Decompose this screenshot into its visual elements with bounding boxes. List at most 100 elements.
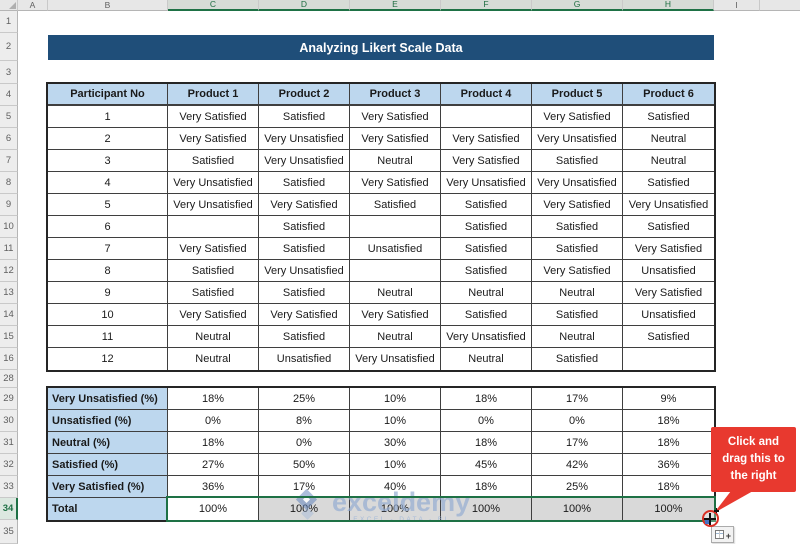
data-table-cell[interactable]: Satisfied <box>623 326 714 348</box>
row-header-30[interactable]: 30 <box>0 410 18 432</box>
data-table-cell[interactable]: Satisfied <box>623 106 714 128</box>
data-table-cell[interactable]: Very Unsatisfied <box>532 172 623 194</box>
row-header-9[interactable]: 9 <box>0 194 18 216</box>
row-header-35[interactable]: 35 <box>0 520 18 544</box>
row-header-10[interactable]: 10 <box>0 216 18 238</box>
summary-value-cell[interactable]: 50% <box>259 454 350 476</box>
data-table-cell[interactable]: 12 <box>48 348 168 370</box>
row-header-32[interactable]: 32 <box>0 454 18 476</box>
plus-cursor-icon[interactable] <box>709 512 711 525</box>
data-table-cell[interactable]: Neutral <box>532 326 623 348</box>
row-header-31[interactable]: 31 <box>0 432 18 454</box>
data-table-cell[interactable]: Satisfied <box>350 194 441 216</box>
data-table-cell[interactable]: Satisfied <box>532 348 623 370</box>
data-table-cell[interactable]: Very Satisfied <box>168 128 259 150</box>
row-header-3[interactable]: 3 <box>0 61 18 84</box>
row-header-33[interactable]: 33 <box>0 476 18 498</box>
data-table-cell[interactable]: 6 <box>48 216 168 238</box>
row-header-7[interactable]: 7 <box>0 150 18 172</box>
data-table-cell[interactable]: Neutral <box>350 282 441 304</box>
data-table-cell[interactable]: Very Satisfied <box>350 304 441 326</box>
data-table-cell[interactable]: Very Satisfied <box>168 238 259 260</box>
data-table-cell[interactable]: Satisfied <box>259 216 350 238</box>
data-table-header-cell[interactable]: Product 3 <box>350 84 441 106</box>
data-table-cell[interactable]: Satisfied <box>441 304 532 326</box>
data-table-cell[interactable]: Very Satisfied <box>532 194 623 216</box>
summary-value-cell[interactable]: 17% <box>532 432 623 454</box>
summary-value-cell[interactable]: 0% <box>168 410 259 432</box>
data-table-cell[interactable]: Satisfied <box>441 194 532 216</box>
data-table-header-cell[interactable]: Product 1 <box>168 84 259 106</box>
data-table-cell[interactable]: Satisfied <box>259 172 350 194</box>
row-header-6[interactable]: 6 <box>0 128 18 150</box>
data-table-cell[interactable]: Very Satisfied <box>441 128 532 150</box>
data-table-cell[interactable]: Very Unsatisfied <box>259 260 350 282</box>
data-table-cell[interactable]: Very Satisfied <box>259 304 350 326</box>
summary-value-cell[interactable]: 10% <box>350 410 441 432</box>
summary-value-cell[interactable]: 0% <box>259 432 350 454</box>
data-table-cell[interactable] <box>168 216 259 238</box>
data-table-cell[interactable]: Satisfied <box>532 304 623 326</box>
summary-label-cell[interactable]: Total <box>48 498 168 520</box>
row-header-11[interactable]: 11 <box>0 238 18 260</box>
column-header-I[interactable]: I <box>714 0 760 11</box>
data-table-cell[interactable]: Very Satisfied <box>623 238 714 260</box>
column-header-B[interactable]: B <box>48 0 168 11</box>
data-table-cell[interactable]: Very Unsatisfied <box>168 194 259 216</box>
data-table-cell[interactable]: Neutral <box>441 282 532 304</box>
summary-value-cell[interactable]: 10% <box>350 454 441 476</box>
row-header-8[interactable]: 8 <box>0 172 18 194</box>
data-table-cell[interactable]: 11 <box>48 326 168 348</box>
summary-label-cell[interactable]: Satisfied (%) <box>48 454 168 476</box>
summary-value-cell[interactable]: 18% <box>623 410 714 432</box>
summary-value-cell[interactable]: 100% <box>168 498 259 520</box>
select-all-corner[interactable] <box>0 0 18 11</box>
row-header-1[interactable]: 1 <box>0 11 18 33</box>
summary-value-cell[interactable]: 18% <box>168 432 259 454</box>
column-header-E[interactable]: E <box>350 0 441 11</box>
summary-value-cell[interactable]: 18% <box>623 432 714 454</box>
row-header-15[interactable]: 15 <box>0 326 18 348</box>
column-header-D[interactable]: D <box>259 0 350 11</box>
data-table-cell[interactable]: Satisfied <box>532 150 623 172</box>
summary-value-cell[interactable]: 10% <box>350 388 441 410</box>
data-table-cell[interactable]: Very Satisfied <box>350 172 441 194</box>
data-table-cell[interactable]: Neutral <box>441 348 532 370</box>
data-table-header-cell[interactable]: Product 6 <box>623 84 714 106</box>
data-table-cell[interactable]: Satisfied <box>168 260 259 282</box>
summary-value-cell[interactable]: 25% <box>532 476 623 498</box>
summary-value-cell[interactable]: 17% <box>259 476 350 498</box>
data-table-cell[interactable]: Satisfied <box>623 216 714 238</box>
data-table-cell[interactable]: Satisfied <box>259 106 350 128</box>
data-table-cell[interactable]: Very Unsatisfied <box>168 172 259 194</box>
data-table-cell[interactable]: Satisfied <box>441 238 532 260</box>
data-table-cell[interactable]: Very Unsatisfied <box>532 128 623 150</box>
data-table-cell[interactable]: Satisfied <box>532 238 623 260</box>
data-table-cell[interactable]: Unsatisfied <box>623 260 714 282</box>
row-header-14[interactable]: 14 <box>0 304 18 326</box>
summary-value-cell[interactable]: 18% <box>441 432 532 454</box>
data-table-cell[interactable]: 9 <box>48 282 168 304</box>
data-table-cell[interactable]: 1 <box>48 106 168 128</box>
data-table-cell[interactable]: Very Unsatisfied <box>350 348 441 370</box>
data-table-cell[interactable]: Satisfied <box>623 172 714 194</box>
summary-value-cell[interactable]: 9% <box>623 388 714 410</box>
data-table-cell[interactable]: 7 <box>48 238 168 260</box>
data-table-cell[interactable]: Satisfied <box>259 282 350 304</box>
data-table-cell[interactable]: Neutral <box>168 326 259 348</box>
data-table-header-cell[interactable]: Product 4 <box>441 84 532 106</box>
summary-value-cell[interactable]: 36% <box>168 476 259 498</box>
data-table-cell[interactable]: Very Satisfied <box>441 150 532 172</box>
data-table-cell[interactable]: Very Satisfied <box>168 106 259 128</box>
data-table-cell[interactable]: 2 <box>48 128 168 150</box>
data-table-cell[interactable]: 3 <box>48 150 168 172</box>
column-header-C[interactable]: C <box>168 0 259 11</box>
data-table-cell[interactable]: Very Unsatisfied <box>259 150 350 172</box>
summary-value-cell[interactable]: 36% <box>623 454 714 476</box>
data-table-cell[interactable]: Very Satisfied <box>623 282 714 304</box>
data-table-cell[interactable]: Very Satisfied <box>350 106 441 128</box>
data-table-cell[interactable]: Satisfied <box>532 216 623 238</box>
row-header-2[interactable]: 2 <box>0 33 18 61</box>
data-table-cell[interactable]: 10 <box>48 304 168 326</box>
fill-handle[interactable] <box>705 520 709 524</box>
